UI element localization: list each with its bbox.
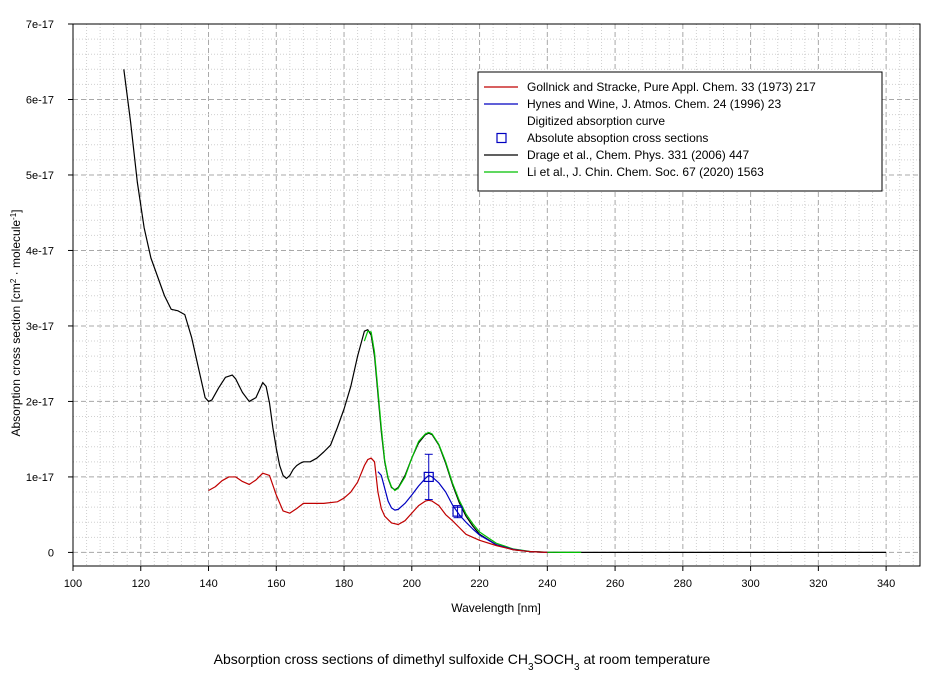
series-line <box>363 330 582 554</box>
y-tick-label: 0 <box>48 547 54 559</box>
series-line <box>123 69 887 554</box>
y-tick-label: 7e-17 <box>26 19 54 31</box>
y-axis-title: Absorption cross section [cm2 · molecule… <box>9 209 24 436</box>
x-tick-label: 320 <box>809 578 827 590</box>
axis-ticks: 100 120 140 160 180 200 220 240 260 280 300 320 340 0… <box>26 19 895 590</box>
x-tick-label: 220 <box>470 578 488 590</box>
y-tick-label: 5e-17 <box>26 170 54 182</box>
y-tick-label: 6e-17 <box>26 94 54 106</box>
legend-swatch-square <box>496 132 507 144</box>
x-tick-label: 160 <box>267 578 285 590</box>
x-tick-label: 180 <box>335 578 353 590</box>
chart-caption: Absorption cross sections of dimethyl su… <box>214 651 711 673</box>
y-tick-label: 4e-17 <box>26 245 54 257</box>
x-tick-label: 280 <box>674 578 692 590</box>
legend-items: Gollnick and Stracke, Pure Appl. Chem. 3… <box>484 80 816 179</box>
legend-label: Drage et al., Chem. Phys. 331 (2006) 447 <box>527 148 749 162</box>
x-tick-label: 200 <box>403 578 421 590</box>
x-tick-label: 300 <box>741 578 759 590</box>
y-tick-label: 3e-17 <box>26 321 54 333</box>
x-tick-label: 100 <box>64 578 82 590</box>
legend-label: Hynes and Wine, J. Atmos. Chem. 24 (1996… <box>527 97 781 111</box>
series-line <box>377 471 548 554</box>
x-axis-title: Wavelength [nm] <box>451 601 541 615</box>
legend-label: Gollnick and Stracke, Pure Appl. Chem. 3… <box>527 80 816 94</box>
x-tick-label: 140 <box>199 578 217 590</box>
x-tick-label: 240 <box>538 578 556 590</box>
legend: Gollnick and Stracke, Pure Appl. Chem. 3… <box>477 71 883 192</box>
points-layer <box>423 453 463 519</box>
data-point-square <box>423 471 434 483</box>
legend-label: Absolute absoption cross sections <box>527 131 708 145</box>
plot-frame <box>72 23 921 567</box>
series-line <box>208 457 548 554</box>
legend-box <box>477 71 883 192</box>
legend-label: Digitized absorption curve <box>527 114 665 128</box>
series-layer <box>123 69 887 554</box>
data-point-square <box>452 506 463 517</box>
legend-label: Li et al., J. Chin. Chem. Soc. 67 (2020)… <box>527 165 764 179</box>
y-tick-label: 1e-17 <box>26 472 54 484</box>
x-tick-label: 260 <box>606 578 624 590</box>
x-tick-label: 340 <box>877 578 895 590</box>
y-tick-label: 2e-17 <box>26 396 54 408</box>
x-tick-label: 120 <box>132 578 150 590</box>
